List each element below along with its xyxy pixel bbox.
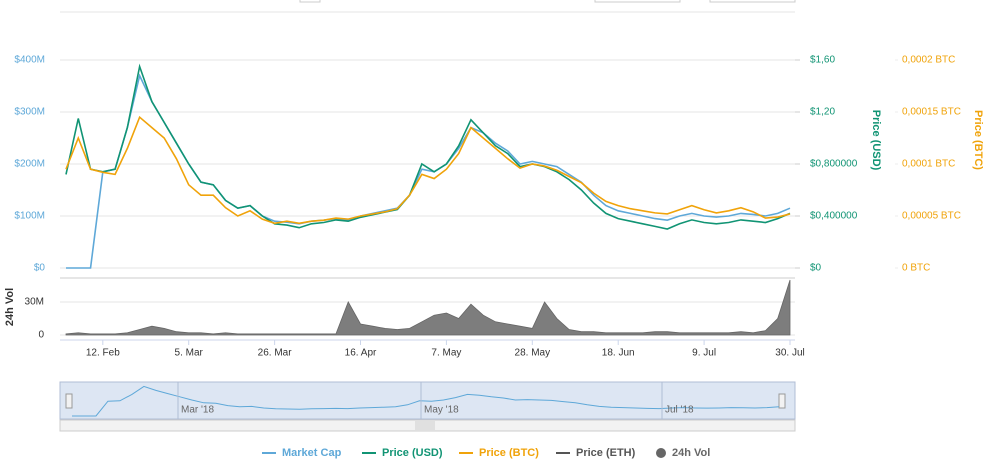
series-line [66,73,791,269]
y2-axis-title: Price (USD) [870,110,882,171]
navigator-label: Jul '18 [665,405,694,416]
legend-item[interactable]: Price (ETH) [576,447,636,459]
y2-tick-label: $0,800000 [810,159,858,170]
range-button[interactable] [299,0,321,3]
vol-tick-label: 0 [38,330,44,341]
y2-tick-label: $0 [810,263,822,274]
y2-tick-label: $1,60 [810,55,835,66]
legend-item[interactable]: Market Cap [282,447,342,459]
x-tick-label: 5. Mar [175,348,204,359]
y2-tick-label: $1,20 [810,107,835,118]
scrollbar-thumb[interactable] [415,421,435,430]
x-tick-label: 12. Feb [86,348,120,359]
y3-tick-label: 0 BTC [902,263,930,274]
y3-tick-label: 0,0001 BTC [902,159,955,170]
x-tick-label: 7. May [431,348,461,359]
x-tick-label: 18. Jun [602,348,635,359]
series-line [65,115,791,225]
range-button[interactable] [709,0,796,3]
navigator-line [72,385,780,417]
y-tick-label: $400M [14,55,45,66]
y3-tick-label: 0,0002 BTC [902,55,955,66]
y-tick-label: $100M [14,211,45,222]
x-tick-label: 28. May [515,348,551,359]
y3-axis-title: Price (BTC) [972,110,984,170]
vol-tick-label: 30M [25,297,44,308]
y-tick-label: $200M [14,159,45,170]
x-tick-label: 9. Jul [692,348,716,359]
y-tick-label: $300M [14,107,45,118]
vol-axis-title: 24h Vol [4,288,16,326]
legend-symbol [656,448,666,458]
y3-tick-label: 0,00005 BTC [902,211,961,222]
legend-item[interactable]: Price (BTC) [479,447,539,459]
y-tick-label: $0 [34,263,46,274]
x-tick-label: 26. Mar [258,348,293,359]
range-button[interactable] [594,0,681,3]
navigator-handle[interactable] [65,393,73,409]
navigator-label: Mar '18 [181,405,214,416]
legend-item[interactable]: 24h Vol [672,447,710,459]
navigator[interactable] [59,381,796,420]
series-line [65,63,791,230]
x-tick-label: 16. Apr [345,348,377,359]
volume-area [65,279,791,336]
x-tick-label: 30. Jul [775,348,804,359]
legend-item[interactable]: Price (USD) [382,447,443,459]
y2-tick-label: $0,400000 [810,211,858,222]
navigator-handle[interactable] [778,393,786,409]
y3-tick-label: 0,00015 BTC [902,107,961,118]
navigator-label: May '18 [424,405,459,416]
